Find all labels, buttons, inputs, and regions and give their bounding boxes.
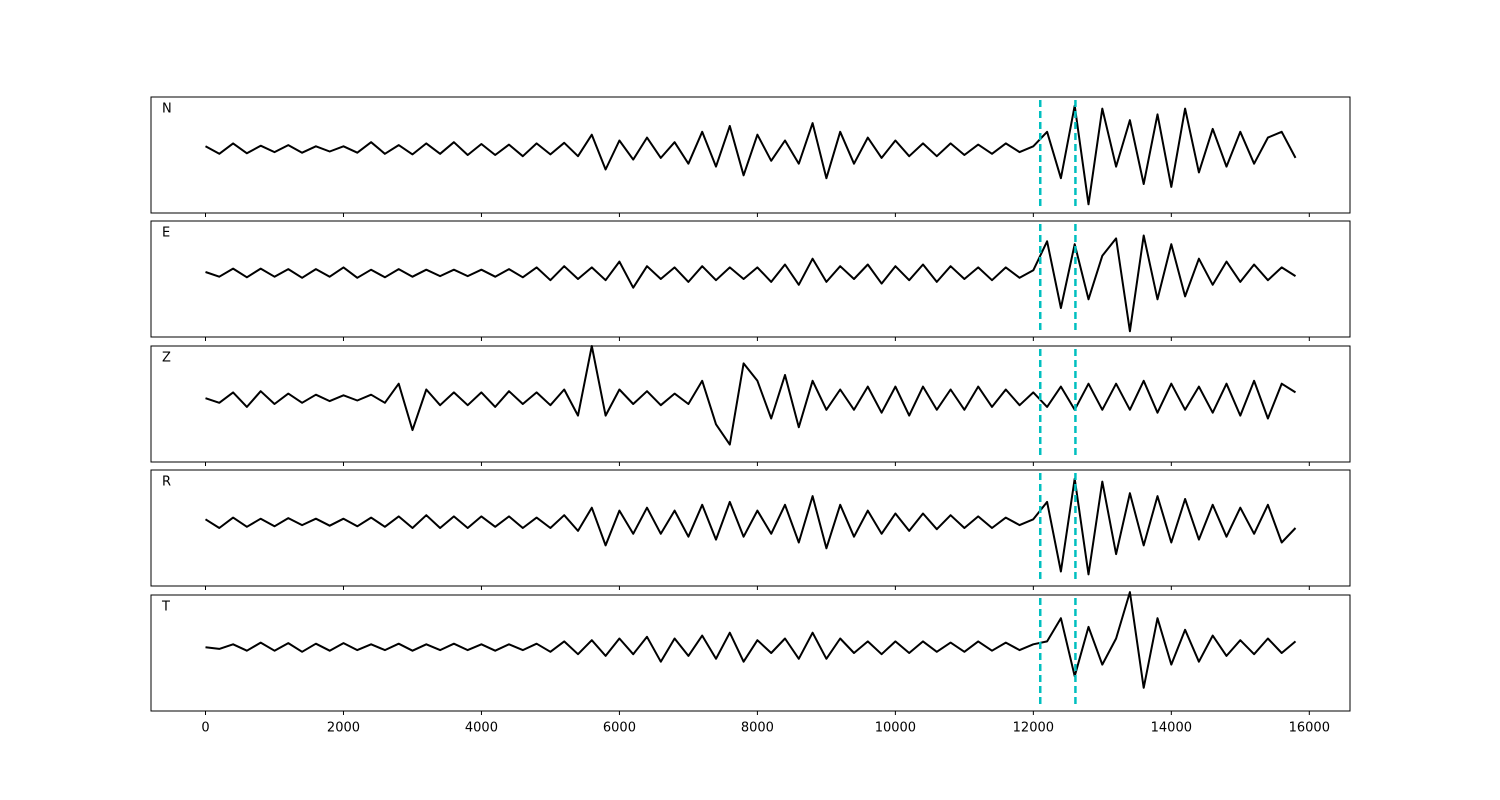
x-tick-label: 12000 [1013, 721, 1054, 736]
trace [205, 104, 1297, 206]
trace [205, 591, 1297, 689]
x-tick-label: 6000 [603, 721, 636, 736]
x-tick-label: 4000 [465, 721, 498, 736]
x-tick-label: 10000 [875, 721, 916, 736]
channel-label: R [162, 475, 171, 490]
trace [205, 345, 1297, 446]
x-tick-label: 14000 [1151, 721, 1192, 736]
channel-label: T [161, 600, 170, 615]
x-tick-label: 8000 [741, 721, 774, 736]
panel-frame [150, 469, 1351, 587]
x-tick-label: 16000 [1289, 721, 1330, 736]
x-tick-label: 0 [201, 721, 209, 736]
panel-frame [150, 96, 1351, 214]
panel-frame [150, 220, 1351, 338]
channel-label: N [162, 102, 172, 117]
panel-frame [150, 594, 1351, 712]
channel-label: E [162, 226, 170, 241]
trace [205, 234, 1297, 333]
trace [204, 477, 1297, 576]
panel-frame [150, 345, 1351, 463]
channel-label: Z [162, 351, 171, 366]
x-tick-label: 2000 [327, 721, 360, 736]
